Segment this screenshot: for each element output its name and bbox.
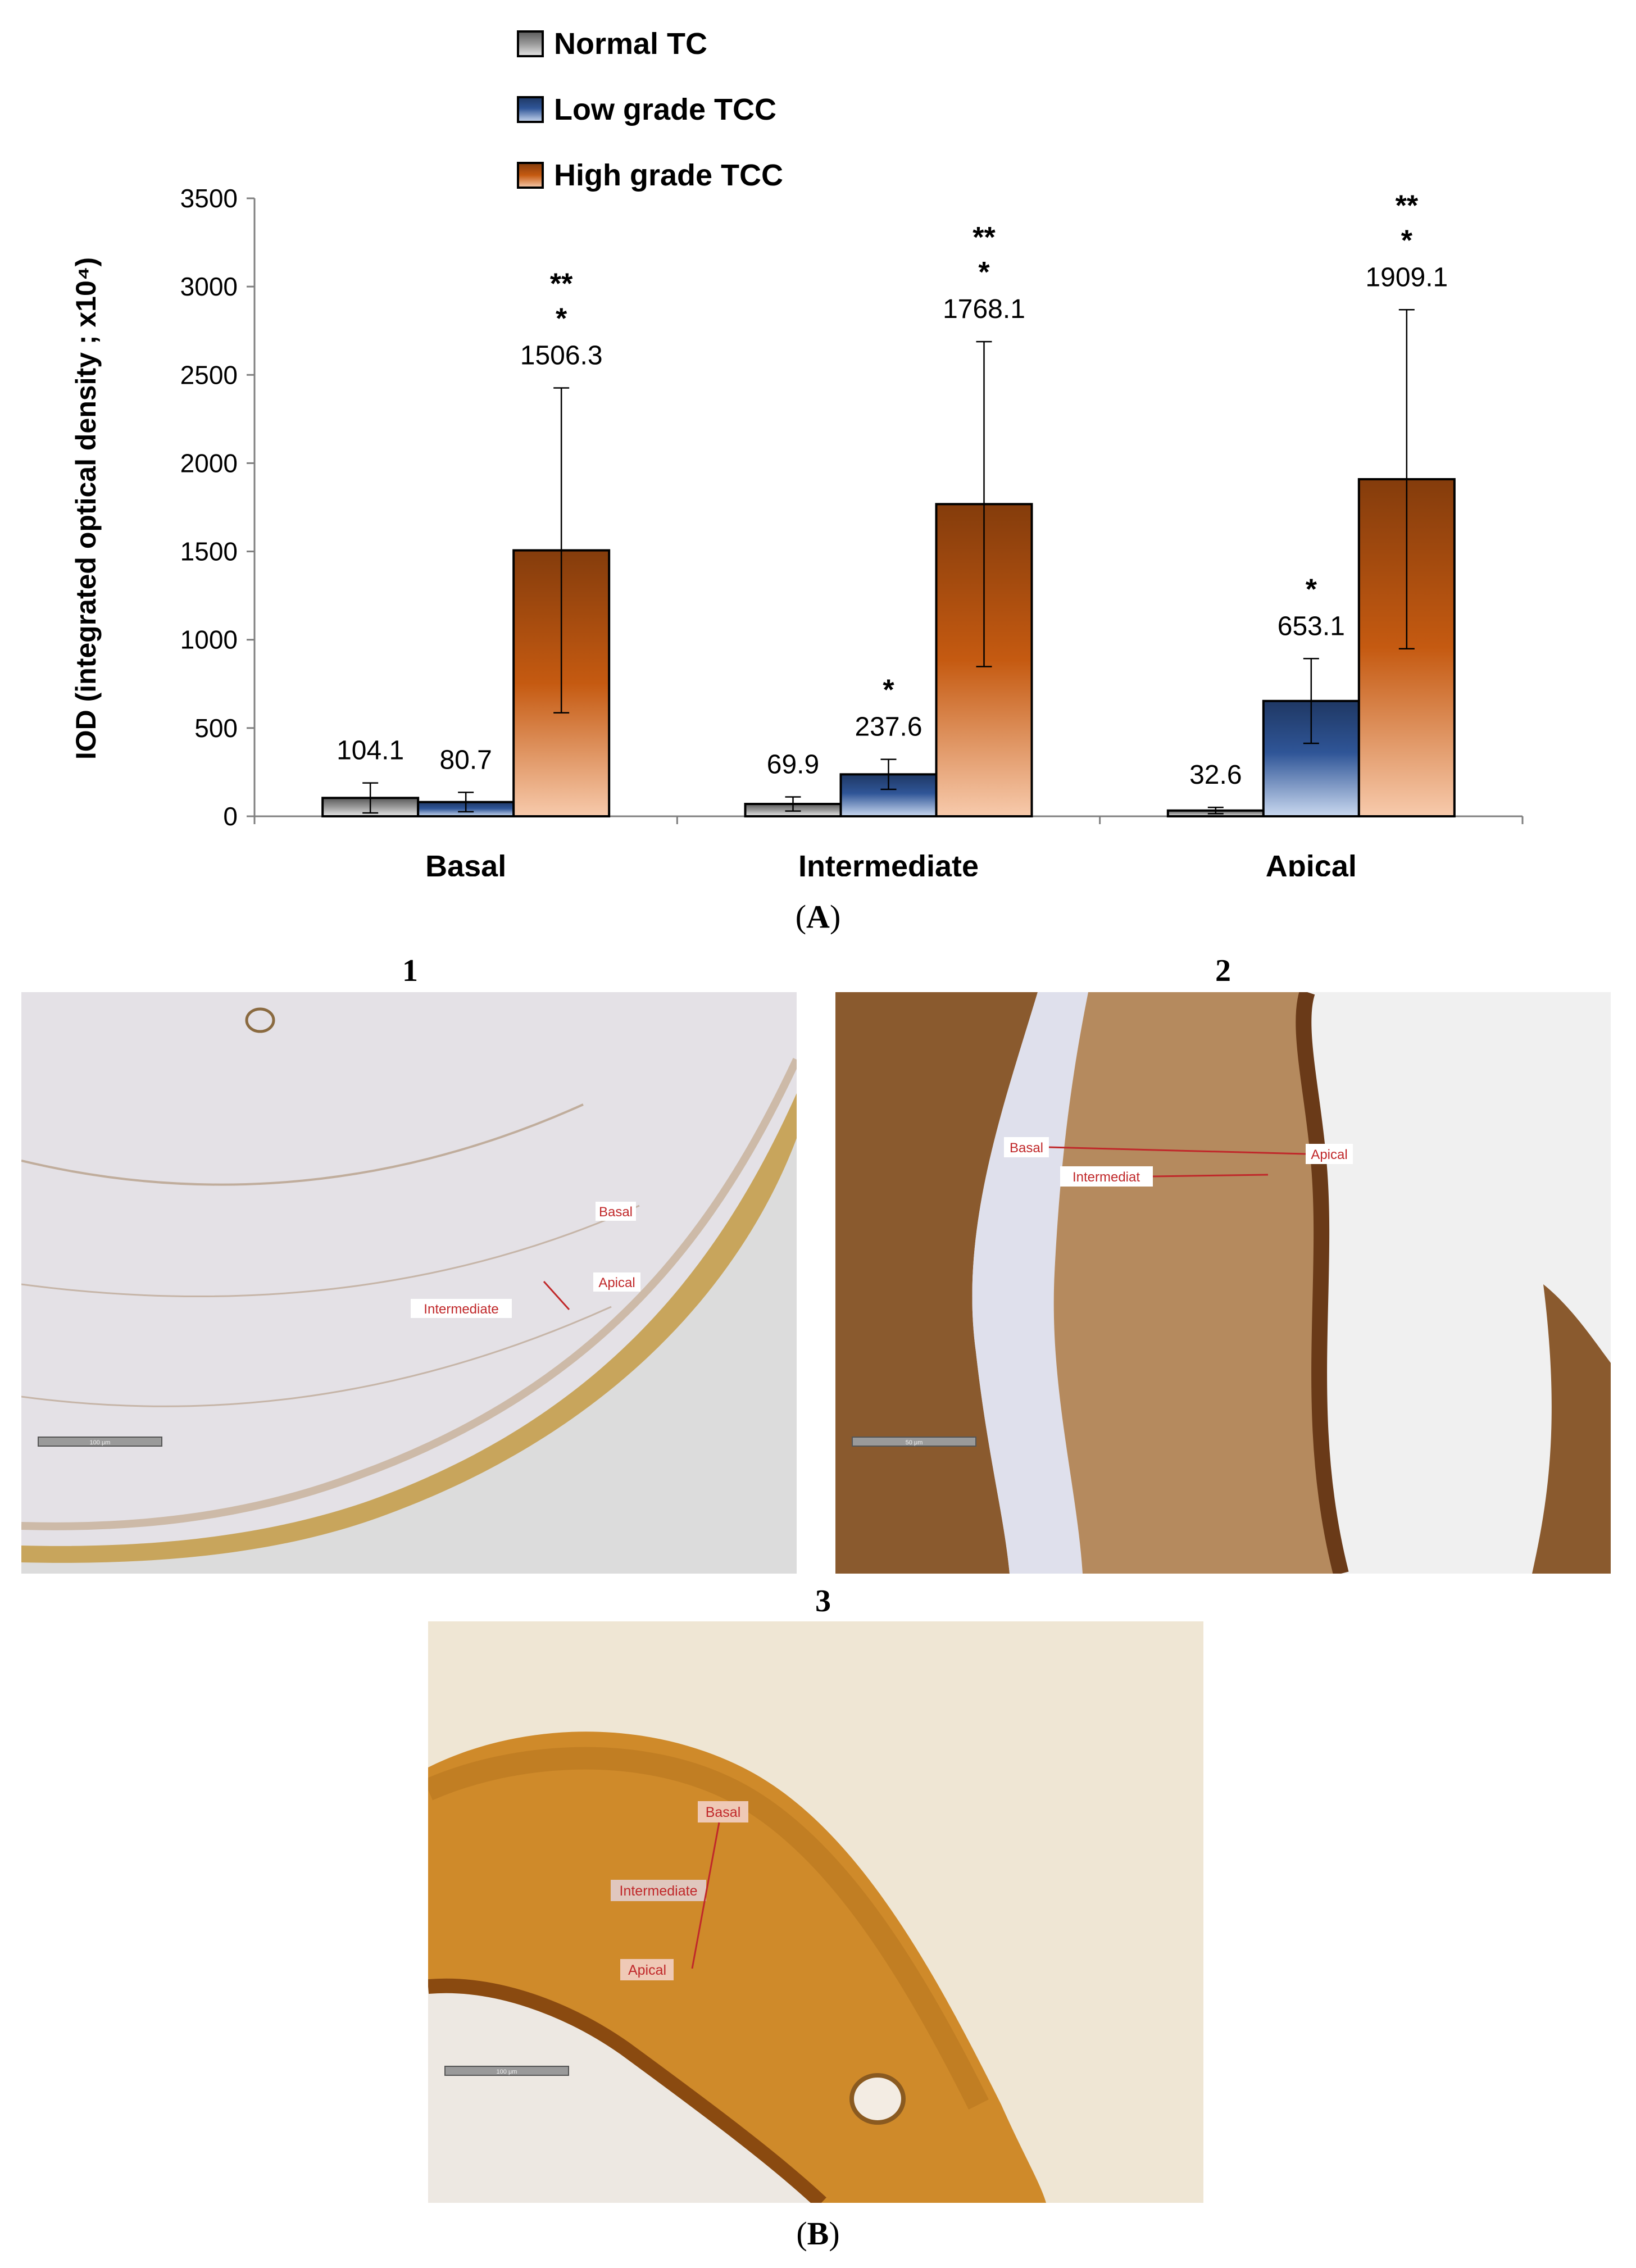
micrograph-2-image: Basal Intermediat Apical 50 μm [835,992,1611,1574]
significance-marker: ** [972,221,996,254]
data-label: 1768.1 [943,294,1025,324]
data-label: 80.7 [439,745,492,775]
legend-swatch [517,96,544,123]
legend-swatch [517,162,544,189]
micrograph-1-label-apical: Apical [598,1275,635,1290]
micrograph-1-scale-bar: 100 μm [90,1439,111,1446]
legend-label: Low grade TCC [554,93,776,126]
data-label: 69.9 [767,749,819,779]
y-tick-label: 0 [223,802,238,831]
significance-marker: * [556,302,567,335]
significance-marker: * [883,674,894,707]
micrograph-1-number: 1 [402,953,418,988]
micrograph-3-number: 3 [815,1584,831,1619]
micrograph-3-label-basal: Basal [706,1805,741,1820]
y-tick-label: 2000 [180,448,238,478]
legend-label: High grade TCC [554,158,783,192]
micrograph-3-label-intermediate: Intermediate [620,1883,698,1899]
bar-chart: Normal TC Low grade TCC High grade TCC 0 50… [70,27,1524,876]
chart-annotations: 104.1 80.71506.3***69.9237.6*1768.1***32.… [337,189,1448,790]
y-tick-label: 1000 [180,625,238,655]
micrograph-3-label-apical: Apical [628,1962,666,1978]
data-label: 1506.3 [520,340,603,370]
data-label: 32.6 [1189,760,1242,790]
data-label: 104.1 [337,736,404,766]
significance-marker: * [978,256,990,289]
significance-marker: ** [1396,189,1419,222]
data-label: 1909.1 [1365,262,1448,292]
micrograph-3-scale-bar: 100 μm [497,2069,517,2075]
data-label: 237.6 [855,712,922,742]
legend-label: Normal TC [554,27,707,61]
significance-marker: ** [550,267,573,300]
micrograph-2-number: 2 [1215,953,1231,988]
micrograph-2-label-intermediat: Intermediat [1073,1170,1140,1185]
micrograph-2-label-apical: Apical [1311,1147,1347,1162]
chart-legend: Normal TC Low grade TCC High grade TCC [517,27,783,192]
x-tick-label: Basal [425,849,506,876]
micrograph-1-label-basal: Basal [599,1205,633,1220]
y-tick-label: 3500 [180,184,238,213]
significance-marker: * [1306,573,1317,606]
chart-bars [321,309,1456,817]
micrograph-2-scale-bar: 50 μm [906,1439,923,1446]
x-tick-label: Apical [1266,849,1357,876]
panel-b-label: (B) [796,2215,840,2252]
micrograph-3-image: Basal Intermediate Apical 100 μm [428,1621,1203,2203]
y-tick-label: 2500 [180,360,238,389]
y-tick-label: 500 [194,713,238,743]
micrograph-2-label-basal: Basal [1010,1140,1043,1156]
y-tick-label: 1500 [180,537,238,566]
significance-marker: * [1401,224,1413,257]
chart-axes: 0 500 1000 1500 2000 2500 3000 3500 Basal Interme… [180,184,1524,876]
panel-a-label: (A) [795,898,841,935]
x-tick-label: Intermediate [798,849,979,876]
data-label: 653.1 [1278,611,1345,641]
y-axis-label: IOD (integrated optical density ; x10⁴) [70,257,102,760]
micrograph-1-image: Basal Apical Intermediate 100 μm [21,992,797,1574]
y-tick-label: 3000 [180,272,238,301]
legend-swatch [517,30,544,57]
micrograph-1-label-intermediate: Intermediate [424,1302,498,1317]
